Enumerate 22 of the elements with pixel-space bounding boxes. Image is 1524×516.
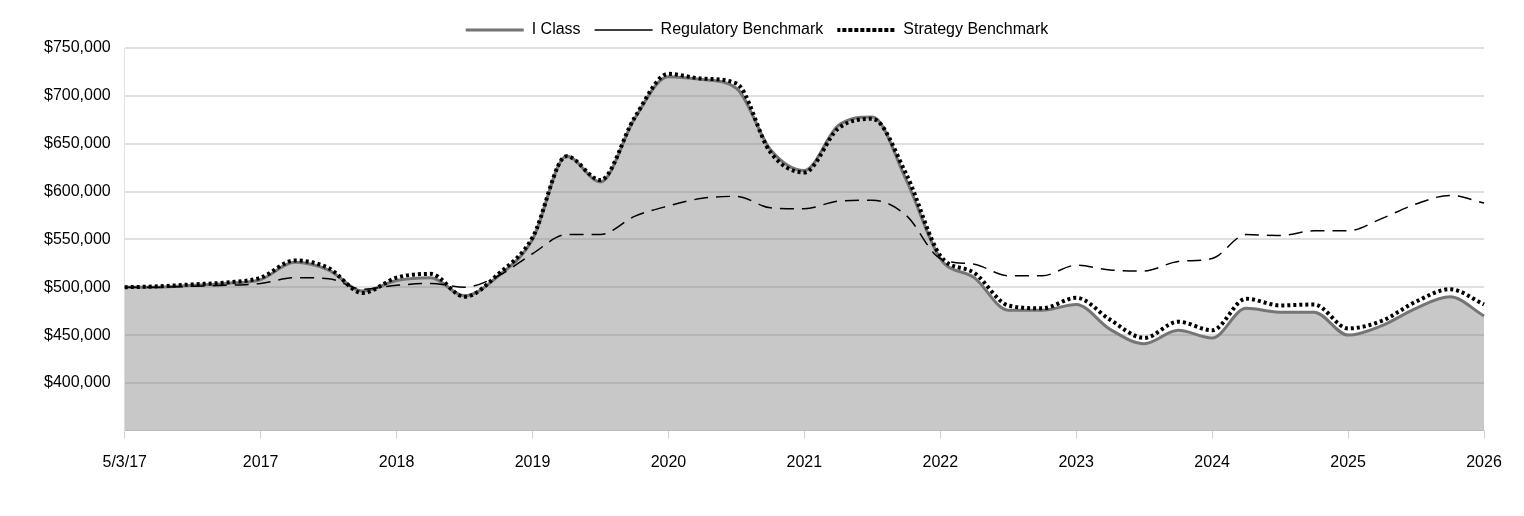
x-tick-label: 2026 xyxy=(1466,452,1502,470)
y-tick-label: $700,000 xyxy=(44,86,111,104)
x-tick-label: 2022 xyxy=(922,452,959,470)
y-tick-label: $500,000 xyxy=(44,277,111,295)
x-tick-label: 2017 xyxy=(242,452,279,470)
x-tick-label: 2023 xyxy=(1058,452,1095,470)
legend-label: Strategy Benchmark xyxy=(903,20,1050,38)
x-tick-label: 2020 xyxy=(650,452,687,470)
x-tick-label: 2021 xyxy=(786,452,823,470)
x-tick-label: 2025 xyxy=(1330,452,1366,470)
y-tick-label: $650,000 xyxy=(44,134,111,152)
x-tick-label: 5/3/17 xyxy=(102,452,148,470)
y-tick-label: $450,000 xyxy=(44,325,111,343)
y-tick-label: $550,000 xyxy=(44,229,111,247)
legend-label: I Class xyxy=(531,20,581,38)
y-tick-label: $750,000 xyxy=(44,38,111,56)
y-tick-label: $400,000 xyxy=(44,373,111,391)
x-tick-label: 2019 xyxy=(514,452,551,470)
x-tick-label: 2018 xyxy=(378,452,415,470)
y-tick-label: $600,000 xyxy=(44,181,111,199)
legend-label: Regulatory Benchmark xyxy=(660,20,825,38)
x-tick-label: 2024 xyxy=(1194,452,1231,470)
